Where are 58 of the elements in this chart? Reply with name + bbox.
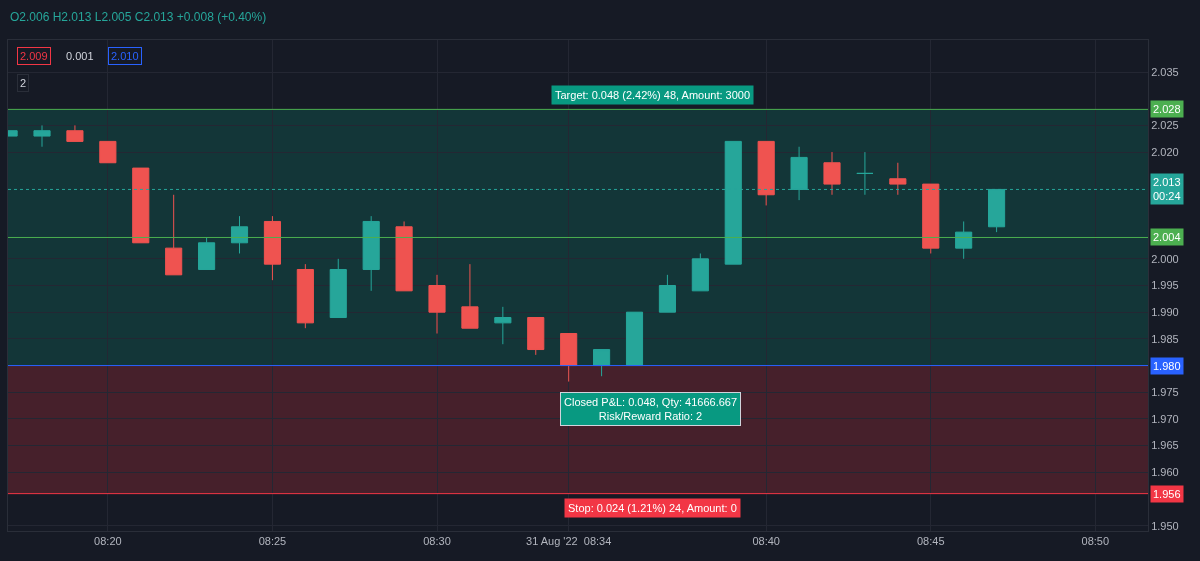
candlestick	[428, 274, 446, 335]
annotation: Closed P&L: 0.048, Qty: 41666.667 Risk/Reward Ratio: 2	[564, 396, 738, 423]
x-tick-label: 08:30	[423, 535, 451, 548]
band-label: Stop: 0.024 (1.21%) 24, Amount: 0	[568, 502, 737, 514]
x-tick-label: 31 Aug '22 08:34	[526, 535, 612, 548]
x-tick-label: 08:20	[94, 535, 122, 548]
candlestick	[889, 162, 907, 196]
y-tick-label: 2.035	[1151, 65, 1179, 78]
candlestick	[263, 215, 281, 281]
candlestick	[625, 311, 644, 367]
candlestick	[99, 140, 117, 164]
candlestick	[560, 333, 578, 383]
candlestick	[955, 220, 973, 260]
y-tick-label: 1.985	[1151, 332, 1179, 345]
candlestick	[691, 252, 709, 292]
candlestick	[329, 258, 347, 319]
x-tick-label: 08:40	[752, 535, 780, 548]
candlestick	[823, 151, 841, 196]
candlestick	[198, 236, 216, 270]
candlestick	[757, 140, 775, 206]
annotation: 2.009	[20, 50, 48, 62]
y-tick-label: 1.975	[1151, 386, 1179, 399]
text: O2.006 H2.013 L2.005 C2.013 +0.008 (+0.40%)	[10, 10, 267, 24]
y-tick-label: 1.995	[1151, 279, 1179, 292]
y-tick-label: 1.960	[1151, 466, 1179, 479]
y-tick-label: 1.950	[1151, 519, 1179, 532]
x-tick-label: 08:25	[258, 535, 287, 548]
candlestick	[461, 263, 479, 329]
candlestick	[66, 124, 84, 142]
candlestick	[230, 215, 249, 254]
candlestick	[658, 274, 676, 313]
annotation: 0.001	[66, 50, 94, 62]
ref-line-label: 2.028	[1153, 103, 1181, 115]
y-tick-label: 1.970	[1151, 412, 1179, 425]
candlestick	[494, 306, 512, 345]
candlestick	[165, 194, 183, 276]
y-tick-label: 1.965	[1151, 439, 1179, 452]
ref-line-label: 2.004	[1153, 231, 1181, 243]
candlestick	[527, 317, 545, 356]
candlestick	[132, 167, 150, 244]
candlestick	[922, 183, 940, 254]
annotation: 2.010	[111, 50, 139, 62]
candlestick	[296, 263, 314, 329]
y-tick-label: 2.025	[1151, 119, 1179, 132]
candlestick	[33, 124, 51, 148]
candlestick	[395, 220, 413, 292]
y-tick-label: 1.990	[1151, 306, 1179, 319]
ref-line-label: 1.980	[1153, 360, 1181, 372]
candlestick	[593, 349, 611, 377]
ref-line-label: 2.013 00:24	[1153, 176, 1181, 203]
ref-line-label: 1.956	[1153, 488, 1181, 500]
band-label: Target: 0.048 (2.42%) 48, Amount: 3000	[555, 89, 751, 101]
annotation: 2	[20, 77, 27, 89]
y-tick-label: 2.020	[1151, 145, 1179, 158]
x-tick-label: 08:50	[1081, 535, 1110, 548]
candlestick	[362, 215, 380, 292]
y-tick-label: 2.000	[1151, 252, 1179, 265]
x-tick-label: 08:45	[916, 535, 945, 548]
